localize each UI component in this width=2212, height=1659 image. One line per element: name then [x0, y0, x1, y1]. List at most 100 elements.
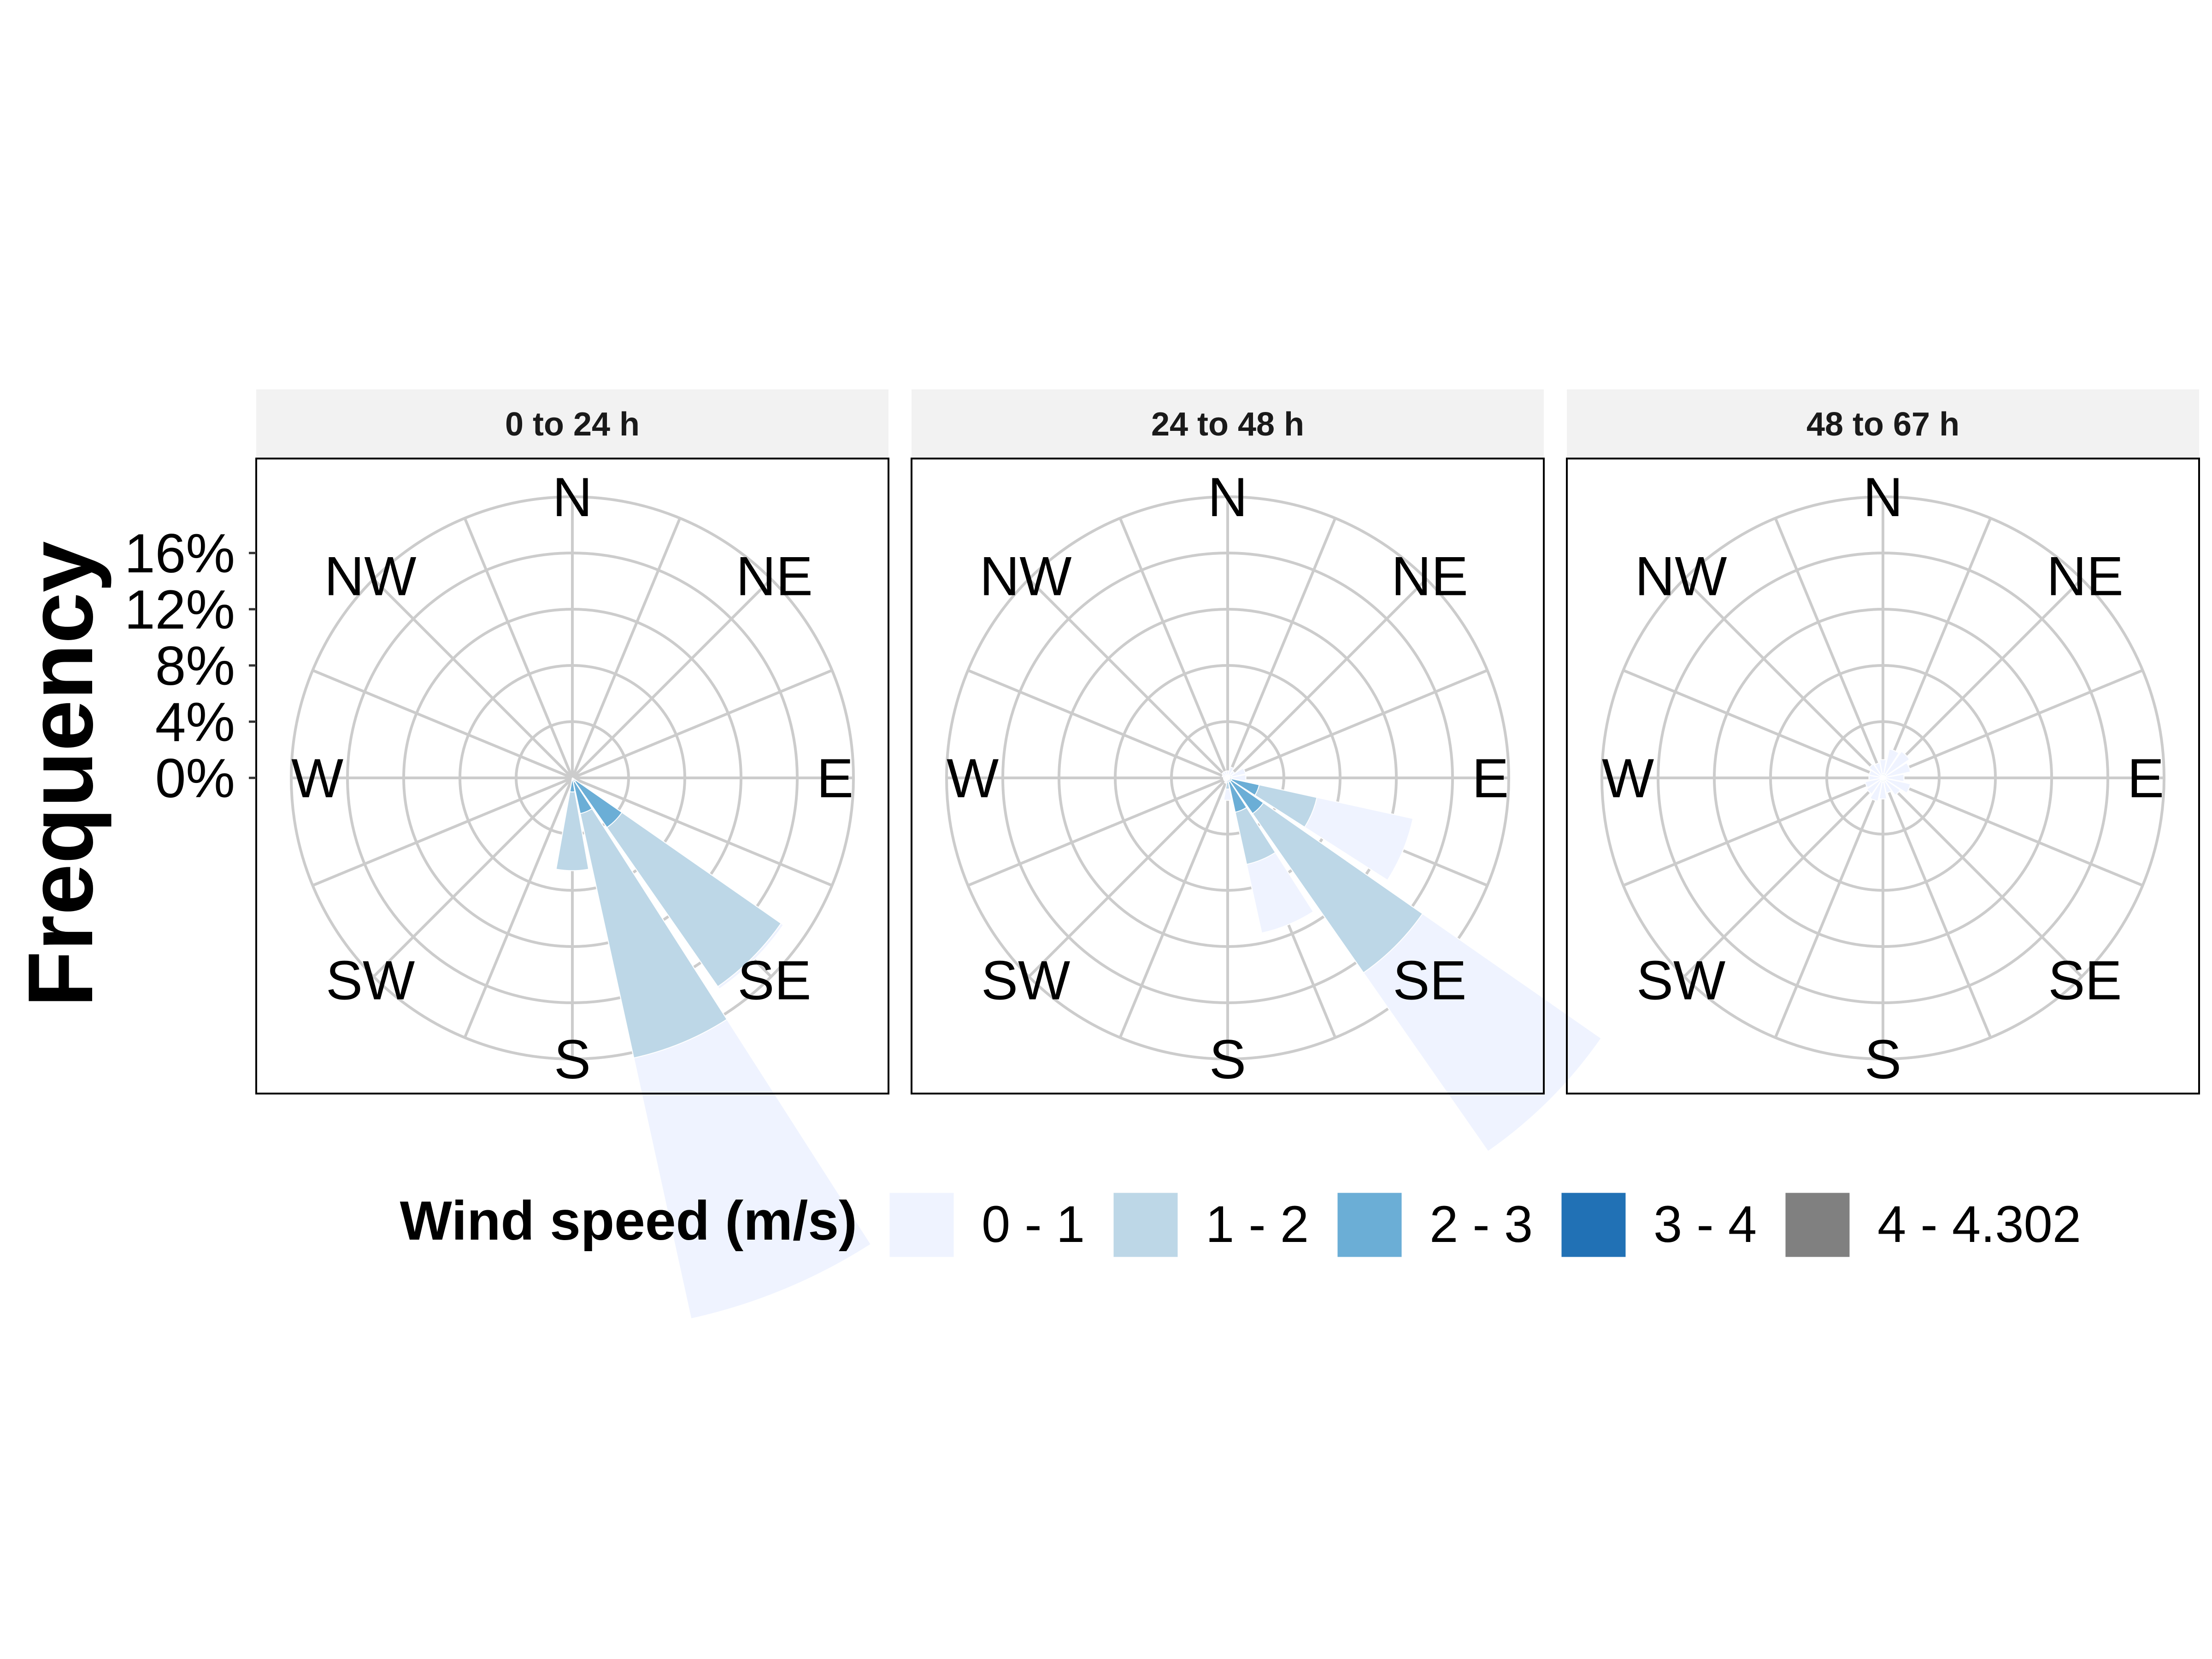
wind-bar: [572, 777, 593, 814]
radial-tick-label: 8%: [155, 635, 235, 697]
wind-bar: [1227, 777, 1247, 813]
grid-spoke: [1226, 518, 1337, 779]
wind-bar: [572, 777, 623, 828]
wind-bar: [1868, 775, 1883, 781]
grid-spoke: [1683, 578, 1884, 779]
legend-title: Wind speed (m/s): [400, 1190, 857, 1252]
compass-label: E: [2127, 747, 2164, 809]
legend-item: 2 - 3: [1337, 1192, 1533, 1258]
wind-bar: [572, 777, 782, 988]
compass-label: NE: [2047, 546, 2124, 607]
grid-spoke: [571, 578, 772, 779]
radial-tick-label: 16%: [124, 523, 235, 584]
grid-spoke: [312, 669, 573, 779]
wind-bar: [1227, 767, 1246, 778]
legend-swatch: [1785, 1192, 1850, 1258]
grid-spoke: [571, 669, 833, 779]
compass-label: SW: [981, 949, 1070, 1011]
wind-bar: [572, 777, 728, 1059]
facet-title: 0 to 24 h: [505, 406, 640, 443]
compass-label: W: [291, 747, 343, 809]
wind-bar: [1865, 777, 1883, 788]
radial-tick-labels: 0%4%8%12%16%: [124, 523, 256, 809]
compass-label: NW: [980, 546, 1072, 607]
grid-spoke: [312, 777, 573, 887]
compass-label: SE: [2048, 949, 2122, 1011]
wind-bars: [1865, 748, 1911, 802]
grid-spoke: [1623, 777, 1884, 887]
facet-panel: 24 to 48 h N NE E SE S SW W NW: [911, 389, 1602, 1153]
grid-spoke: [1226, 578, 1428, 779]
compass-label: E: [1472, 747, 1509, 809]
grid-spoke: [1882, 777, 1992, 1038]
grid-spoke: [967, 669, 1229, 779]
wind-bar: [1227, 777, 1264, 814]
grid-spoke: [463, 777, 574, 1038]
wind-bar: [1866, 777, 1883, 795]
legend-item: 3 - 4: [1561, 1192, 1757, 1258]
legend-label: 2 - 3: [1430, 1195, 1533, 1253]
legend: Wind speed (m/s) 0 - 1 1 - 2 2 - 3 3 - 4 4 -…: [400, 1190, 2081, 1258]
compass-label: NW: [324, 546, 417, 607]
grid-spoke: [1227, 669, 1488, 779]
panel-border: [255, 458, 889, 1094]
grid-spoke: [1882, 578, 2083, 779]
grid-spoke: [571, 777, 833, 887]
facet-title: 48 to 67 h: [1806, 406, 1959, 443]
panel-border: [911, 458, 1545, 1094]
facet-strip: [256, 389, 888, 459]
compass-label: SE: [737, 949, 811, 1011]
facet-title: 24 to 48 h: [1151, 406, 1304, 443]
grid-spoke: [1774, 518, 1884, 779]
wind-bar: [1878, 777, 1888, 800]
compass-label: SW: [1636, 949, 1725, 1011]
compass-label: SE: [1393, 949, 1466, 1011]
grid-spoke: [1683, 777, 1884, 978]
compass-label: SW: [326, 949, 415, 1011]
compass-label: NW: [1635, 546, 1727, 607]
wind-bar: [1223, 770, 1228, 778]
grid-spoke: [1028, 578, 1229, 779]
legend-label: 0 - 1: [982, 1195, 1085, 1253]
legend-swatch: [1561, 1192, 1626, 1258]
compass-label: N: [553, 466, 593, 528]
wind-bar: [569, 777, 576, 793]
radial-tick-label: 4%: [155, 691, 235, 753]
compass-label: W: [1602, 747, 1654, 809]
legend-swatch: [1113, 1192, 1178, 1258]
legend-label: 4 - 4.302: [1877, 1195, 2081, 1253]
radial-axis: Frequency 0%4%8%12%16%: [9, 523, 256, 1007]
legend-item: 0 - 1: [889, 1192, 1085, 1258]
grid-spoke: [1774, 777, 1884, 1038]
wind-bar: [1883, 748, 1900, 778]
wind-bar: [1881, 774, 1883, 778]
grid-spoke: [372, 777, 574, 978]
compass-labels: N NE E SE S SW W NW: [291, 466, 853, 1090]
compass-label: W: [947, 747, 999, 809]
compass-label: S: [554, 1029, 591, 1090]
wind-bar: [1227, 777, 1260, 796]
compass-labels: N NE E SE S SW W NW: [947, 466, 1509, 1090]
grid-spoke: [1882, 669, 2143, 779]
grid-spoke: [571, 518, 682, 779]
legend-swatch: [1337, 1192, 1402, 1258]
compass-label: S: [1209, 1029, 1246, 1090]
compass-labels: N NE E SE S SW W NW: [1602, 466, 2164, 1090]
compass-label: E: [817, 747, 853, 809]
y-axis-title: Frequency: [9, 541, 112, 1007]
panel-border: [1566, 458, 2200, 1094]
legend-item: 1 - 2: [1113, 1192, 1309, 1258]
compass-label: N: [1863, 466, 1903, 528]
facet-panel: 48 to 67 h N NE E SE S SW W NW: [1566, 389, 2200, 1094]
legend-swatch: [889, 1192, 954, 1258]
grid-spoke: [463, 518, 574, 779]
wind-bar: [1227, 774, 1247, 782]
wind-bar: [1883, 751, 1910, 778]
grid-spoke: [1882, 777, 2083, 978]
facet-strip: [912, 389, 1544, 459]
wind-bar: [1868, 763, 1883, 778]
wind-bars: [1221, 766, 1602, 1153]
wind-bar: [1879, 759, 1887, 778]
compass-label: S: [1865, 1029, 1901, 1090]
